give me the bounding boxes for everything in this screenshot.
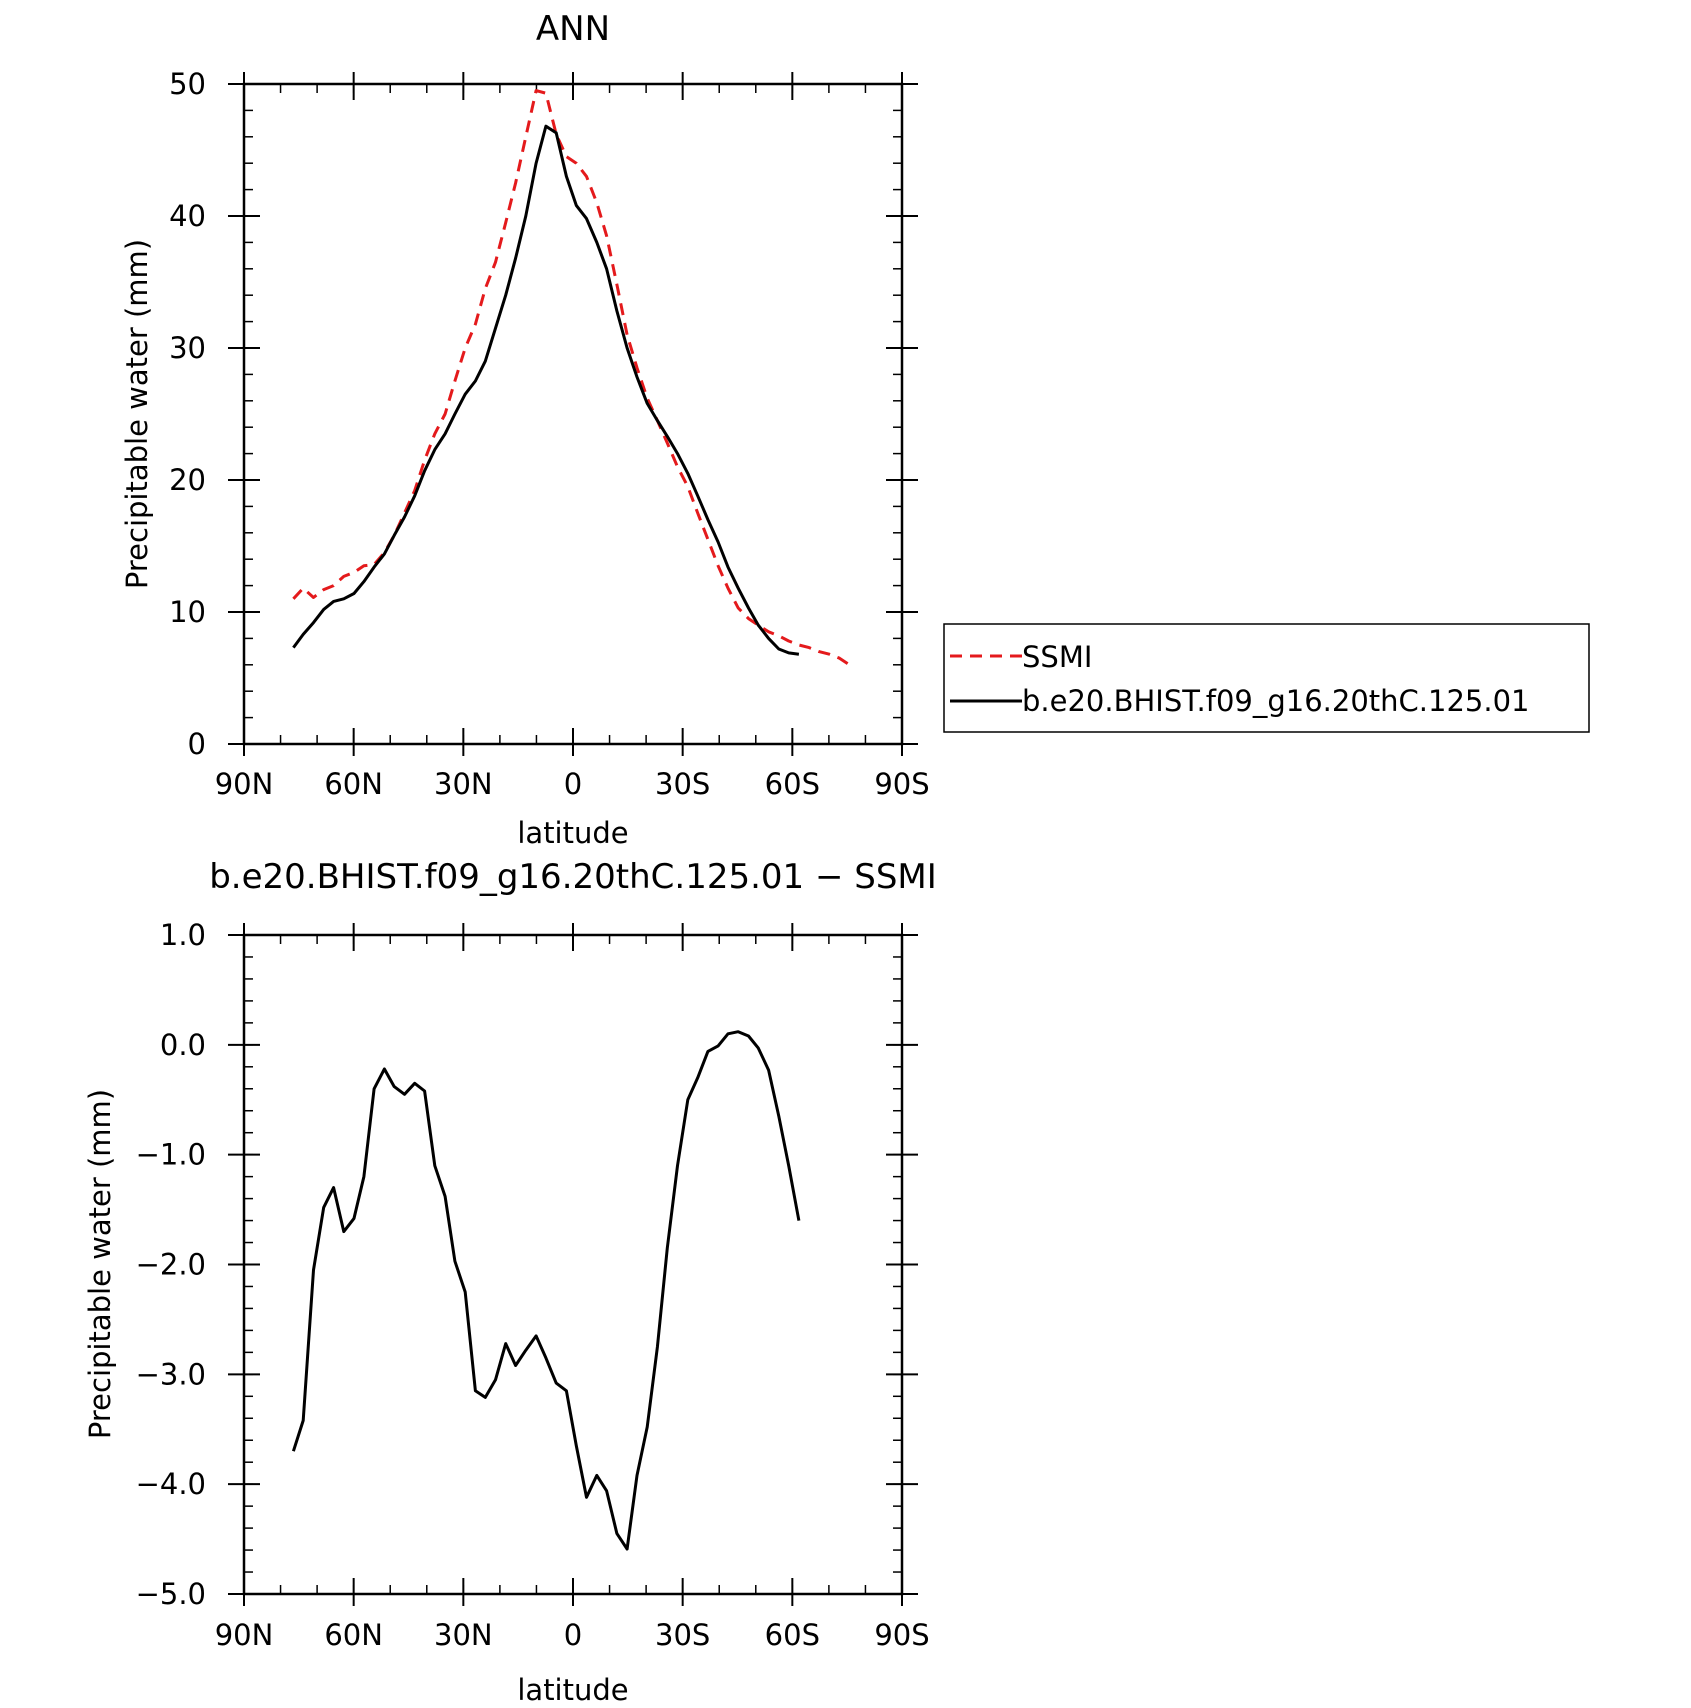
top-y-tick-label: 40 [169, 199, 206, 233]
top-series-line-1 [292, 89, 851, 667]
bottom-y-tick-label: 1.0 [160, 918, 206, 952]
bottom-series-group [291, 1030, 801, 1551]
bottom-y-tick-label: −5.0 [136, 1577, 206, 1611]
top-x-tick-label: 30S [655, 767, 710, 801]
top-x-tick-label: 60N [324, 767, 383, 801]
bottom-y-tick-label: −4.0 [136, 1467, 206, 1501]
bottom-x-tick-label: 90S [874, 1618, 929, 1652]
top-y-tick-label: 10 [169, 595, 206, 629]
top-series-group [292, 89, 851, 667]
top-x-tick-label: 0 [564, 767, 582, 801]
top-panel: ANN 90N 60N 30N 0 30S 60S 90S 0 10 20 30 40 50 lati… [120, 9, 1590, 850]
top-y-tick-label: 0 [188, 727, 206, 761]
legend-label-ssmi: SSMI [1022, 640, 1092, 674]
bottom-x-tick-label: 90N [215, 1618, 274, 1652]
bottom-panel: b.e20.BHIST.f09_g16.20thC.125.01 − SSMI … [83, 857, 937, 1707]
top-y-tick-label: 50 [169, 67, 206, 101]
bottom-axes [228, 923, 918, 1606]
legend-box [943, 623, 1590, 733]
top-plot-frame [242, 82, 904, 746]
bottom-x-tick-labels: 90N 60N 30N 0 30S 60S 90S [215, 1618, 930, 1652]
bottom-panel-title: b.e20.BHIST.f09_g16.20thC.125.01 − SSMI [209, 857, 937, 897]
top-x-tick-label: 60S [765, 767, 820, 801]
bottom-y-axis-label: Precipitable water (mm) [83, 1089, 117, 1439]
top-x-tick-labels: 90N 60N 30N 0 30S 60S 90S [215, 767, 930, 801]
bottom-x-tick-label: 0 [564, 1618, 582, 1652]
bottom-x-tick-label: 60N [324, 1618, 383, 1652]
top-y-axis-label: Precipitable water (mm) [120, 239, 154, 589]
top-panel-title: ANN [536, 9, 610, 49]
legend: SSMI b.e20.BHIST.f09_g16.20thC.125.01 [943, 623, 1590, 733]
bottom-x-tick-label: 30N [434, 1618, 493, 1652]
bottom-y-tick-label: −1.0 [136, 1138, 206, 1172]
bottom-x-tick-label: 60S [765, 1618, 820, 1652]
bottom-y-tick-label: −3.0 [136, 1357, 206, 1391]
top-x-axis-label: latitude [517, 816, 628, 850]
bottom-series-line-1 [291, 1030, 801, 1551]
bottom-y-tick-label: −2.0 [136, 1248, 206, 1282]
top-y-tick-label: 20 [169, 463, 206, 497]
top-series-line-2 [292, 124, 800, 656]
bottom-plot-frame [242, 933, 904, 1596]
top-x-tick-label: 90S [874, 767, 929, 801]
top-y-tick-labels: 0 10 20 30 40 50 [169, 67, 206, 761]
bottom-y-tick-label: 0.0 [160, 1028, 206, 1062]
top-axes [228, 72, 918, 756]
top-x-tick-label: 90N [215, 767, 274, 801]
top-y-tick-label: 30 [169, 331, 206, 365]
legend-label-model: b.e20.BHIST.f09_g16.20thC.125.01 [1022, 684, 1529, 718]
bottom-y-tick-labels: 1.0 0.0 −1.0 −2.0 −3.0 −4.0 −5.0 [136, 918, 206, 1611]
top-x-tick-label: 30N [434, 767, 493, 801]
bottom-x-axis-label: latitude [517, 1673, 628, 1707]
bottom-x-tick-label: 30S [655, 1618, 710, 1652]
